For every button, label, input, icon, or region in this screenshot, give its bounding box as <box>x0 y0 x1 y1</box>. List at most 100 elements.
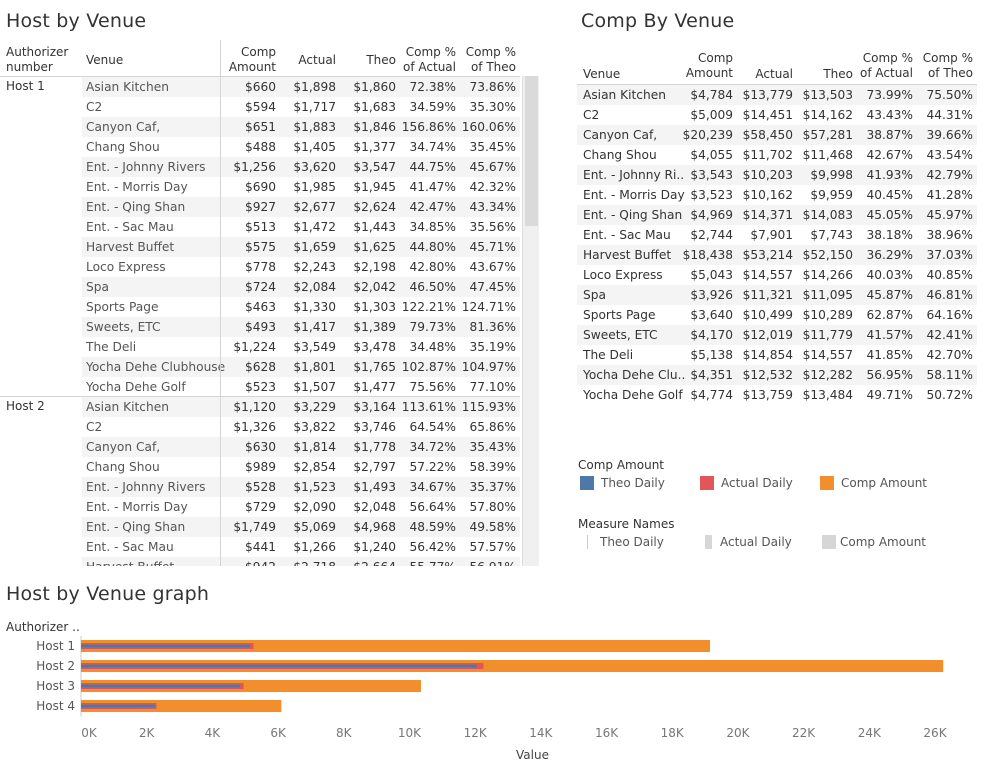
legend-item-comp-amount[interactable]: Comp Amount <box>820 476 927 490</box>
bar-theo-daily[interactable] <box>81 704 155 708</box>
table-row[interactable]: Ent. - Qing Shan $927 $2,677 $2,624 42.47% 43… <box>0 197 520 217</box>
value-cell: 35.45% <box>469 140 516 154</box>
table-row[interactable]: Canyon Caf, $20,239 $58,450 $57,281 38.87% 39… <box>577 125 977 145</box>
table-row[interactable]: Sweets, ETC $493 $1,417 $1,389 79.73% 81.36% <box>0 317 520 337</box>
table-row[interactable]: C2 $594 $1,717 $1,683 34.59% 35.30% <box>0 97 520 117</box>
value-cell: $628 <box>244 360 276 374</box>
table-row[interactable]: Chang Shou $4,055 $11,702 $11,468 42.67% 43.5… <box>577 145 977 165</box>
table-row[interactable]: Harvest Buffet $942 $2,718 $2,66455.77%56.9… <box>0 557 520 566</box>
value-cell: $1,326 <box>233 420 276 434</box>
vertical-scrollbar[interactable] <box>522 76 539 566</box>
table-row[interactable]: Ent. - Qing Shan $4,969 $14,371 $14,083 45.0… <box>577 205 977 225</box>
bar-theo-daily[interactable] <box>81 644 251 648</box>
host-by-venue-chart[interactable]: Authorizer .. Host 1 Host 2 Host 3 Host 4 0K… <box>0 614 984 784</box>
header-venue[interactable]: Venue <box>86 53 124 67</box>
value-cell: 43.43% <box>866 108 913 122</box>
venue-cell: Yocha Dehe Golf <box>583 388 683 402</box>
value-cell: 45.87% <box>866 288 913 302</box>
value-cell: 57.22% <box>409 460 456 474</box>
measure-item-comp-amount[interactable]: Comp Amount <box>822 535 926 549</box>
header-comp-pct-actual[interactable]: Comp % of Actual <box>403 45 456 74</box>
header-comp-amount[interactable]: Comp Amount <box>228 45 276 74</box>
table-row[interactable]: Harvest Buffet $18,438 $53,214 $52,150 36.29… <box>577 245 977 265</box>
table-row[interactable]: Ent. - Johnny Rivers $528 $1,523 $1,493 34.6… <box>0 477 520 497</box>
table-row[interactable]: Ent. - Morris Day $690 $1,985 $1,945 41.47% 4… <box>0 177 520 197</box>
value-cell: $1,377 <box>353 140 396 154</box>
table-row[interactable]: Asian Kitchen $660 $1,898 $1,860 72.38% 73.86… <box>0 77 520 97</box>
header-authorizer-number[interactable]: Authorizer number <box>6 45 69 74</box>
value-cell: $1,266 <box>293 540 336 554</box>
value-cell: $11,702 <box>742 148 793 162</box>
table-row[interactable]: Harvest Buffet $575 $1,659 $1,625 44.80% 45.7… <box>0 237 520 257</box>
comp-header-venue[interactable]: Venue <box>583 67 621 81</box>
header-actual[interactable]: Actual <box>298 53 336 67</box>
table-row[interactable]: Yocha Dehe Golf $4,774 $13,759 $13,484 49.71… <box>577 385 977 405</box>
table-row[interactable]: Ent. - Qing Shan $1,749 $5,069 $4,968 48.59%… <box>0 517 520 537</box>
table-row[interactable]: Chang Shou $989 $2,854 $2,797 57.22% 58.39% <box>0 457 520 477</box>
table-row[interactable]: Sports Page $3,640 $10,499 $10,289 62.87% 64.… <box>577 305 977 325</box>
y-tick-label: Host 4 <box>36 699 75 713</box>
table-row[interactable]: Asian Kitchen $4,784 $13,779 $13,503 73.99% 7… <box>577 85 977 105</box>
comp-by-venue-table[interactable]: Venue Comp Amount Actual Theo Comp % of … <box>577 45 979 405</box>
table-row[interactable]: Asian Kitchen $1,120 $3,229 $3,164 113.61% 11… <box>0 397 520 417</box>
scrollbar-thumb[interactable] <box>525 76 538 226</box>
comp-by-venue-title: Comp By Venue <box>581 10 735 32</box>
host-by-venue-table[interactable]: Authorizer number Venue Comp Amount Actu… <box>0 40 540 566</box>
comp-header-comp-amount[interactable]: Comp Amount <box>685 51 733 80</box>
bar-theo-daily[interactable] <box>81 664 477 668</box>
header-theo[interactable]: Theo <box>366 53 396 67</box>
value-cell: $630 <box>244 440 276 454</box>
table-row[interactable]: Ent. - Sac Mau $513 $1,472 $1,443 34.85% 35.5… <box>0 217 520 237</box>
value-cell: $2,854 <box>293 460 336 474</box>
host-group-label: Host 2 <box>6 399 45 413</box>
x-tick-label: 12K <box>464 726 488 740</box>
table-row[interactable]: Spa $724 $2,084 $2,042 46.50% 47.45% <box>0 277 520 297</box>
value-cell: $7,743 <box>810 228 853 242</box>
value-cell: $52,150 <box>802 248 853 262</box>
table-row[interactable]: Ent. - Sac Mau $2,744 $7,901 $7,743 38.18% 38… <box>577 225 977 245</box>
table-row[interactable]: Ent. - Johnny Ri.. $3,543 $10,203 $9,998 41.… <box>577 165 977 185</box>
table-row[interactable]: Yocha Dehe Clu.. $4,351 $12,532 $12,282 56.9… <box>577 365 977 385</box>
comp-header-comp-pct-theo[interactable]: Comp % of Theo <box>922 51 973 80</box>
comp-header-theo[interactable]: Theo <box>823 67 853 81</box>
table-row[interactable]: Sweets, ETC $4,170 $12,019 $11,779 41.57% 42.… <box>577 325 977 345</box>
table-row[interactable]: Canyon Caf, $651 $1,883 $1,846 156.86% 160.06… <box>0 117 520 137</box>
value-cell: $2,048 <box>353 500 396 514</box>
value-cell: $12,532 <box>742 368 793 382</box>
table-row[interactable]: Loco Express $778 $2,243 $2,198 42.80% 43.67% <box>0 257 520 277</box>
measure-item-actual-daily[interactable]: Actual Daily <box>702 535 792 549</box>
table-row[interactable]: Canyon Caf, $630 $1,814 $1,778 34.72% 35.43% <box>0 437 520 457</box>
value-cell: 56.42% <box>409 540 456 554</box>
value-cell: $1,120 <box>233 400 276 414</box>
value-cell: $2,084 <box>293 280 336 294</box>
value-cell: $4,351 <box>690 368 733 382</box>
table-row[interactable]: Yocha Dehe Golf $523 $1,507 $1,477 75.56% 77.… <box>0 377 520 397</box>
value-cell: 64.16% <box>926 308 973 322</box>
table-row[interactable]: The Deli $5,138 $14,854 $14,557 41.85% 42.70% <box>577 345 977 365</box>
value-cell: $3,523 <box>690 188 733 202</box>
comp-header-actual[interactable]: Actual <box>755 67 793 81</box>
table-row[interactable]: The Deli $1,224 $3,549 $3,478 34.48% 35.19% <box>0 337 520 357</box>
table-row[interactable]: Chang Shou $488 $1,405 $1,377 34.74% 35.45% <box>0 137 520 157</box>
comp-header-comp-pct-actual[interactable]: Comp % of Actual <box>860 51 913 80</box>
table-row[interactable]: Loco Express $5,043 $14,557 $14,266 40.03% 40… <box>577 265 977 285</box>
table-row[interactable]: Ent. - Morris Day $729 $2,090 $2,048 56.64% 5… <box>0 497 520 517</box>
value-cell: $10,162 <box>742 188 793 202</box>
table-row[interactable]: Ent. - Johnny Rivers $1,256 $3,620 $3,547 44… <box>0 157 520 177</box>
legend-item-theo-daily[interactable]: Theo Daily <box>580 476 665 490</box>
table-row[interactable]: Sports Page $463 $1,330 $1,303 122.21% 124.71… <box>0 297 520 317</box>
measure-item-theo-daily[interactable]: Theo Daily <box>582 535 664 549</box>
table-row[interactable]: Ent. - Morris Day $3,523 $10,162 $9,959 40.4… <box>577 185 977 205</box>
value-cell: $3,478 <box>353 340 396 354</box>
table-row[interactable]: Yocha Dehe Clubhouse $628 $1,801 $1,765 102.… <box>0 357 520 377</box>
table-row[interactable]: C2 $5,009 $14,451 $14,162 43.43% 44.31% <box>577 105 977 125</box>
table-row[interactable]: Ent. - Sac Mau $441 $1,266 $1,240 56.42% 57.5… <box>0 537 520 557</box>
table-row[interactable]: Spa $3,926 $11,321 $11,095 45.87% 46.81% <box>577 285 977 305</box>
value-cell: $1,472 <box>293 220 336 234</box>
bar-theo-daily[interactable] <box>81 684 241 688</box>
value-cell: 73.99% <box>866 88 913 102</box>
table-row[interactable]: C2 $1,326 $3,822 $3,746 64.54% 65.86% <box>0 417 520 437</box>
value-cell: $3,640 <box>690 308 733 322</box>
legend-item-actual-daily[interactable]: Actual Daily <box>700 476 793 490</box>
header-comp-pct-theo[interactable]: Comp % of Theo <box>465 45 516 74</box>
